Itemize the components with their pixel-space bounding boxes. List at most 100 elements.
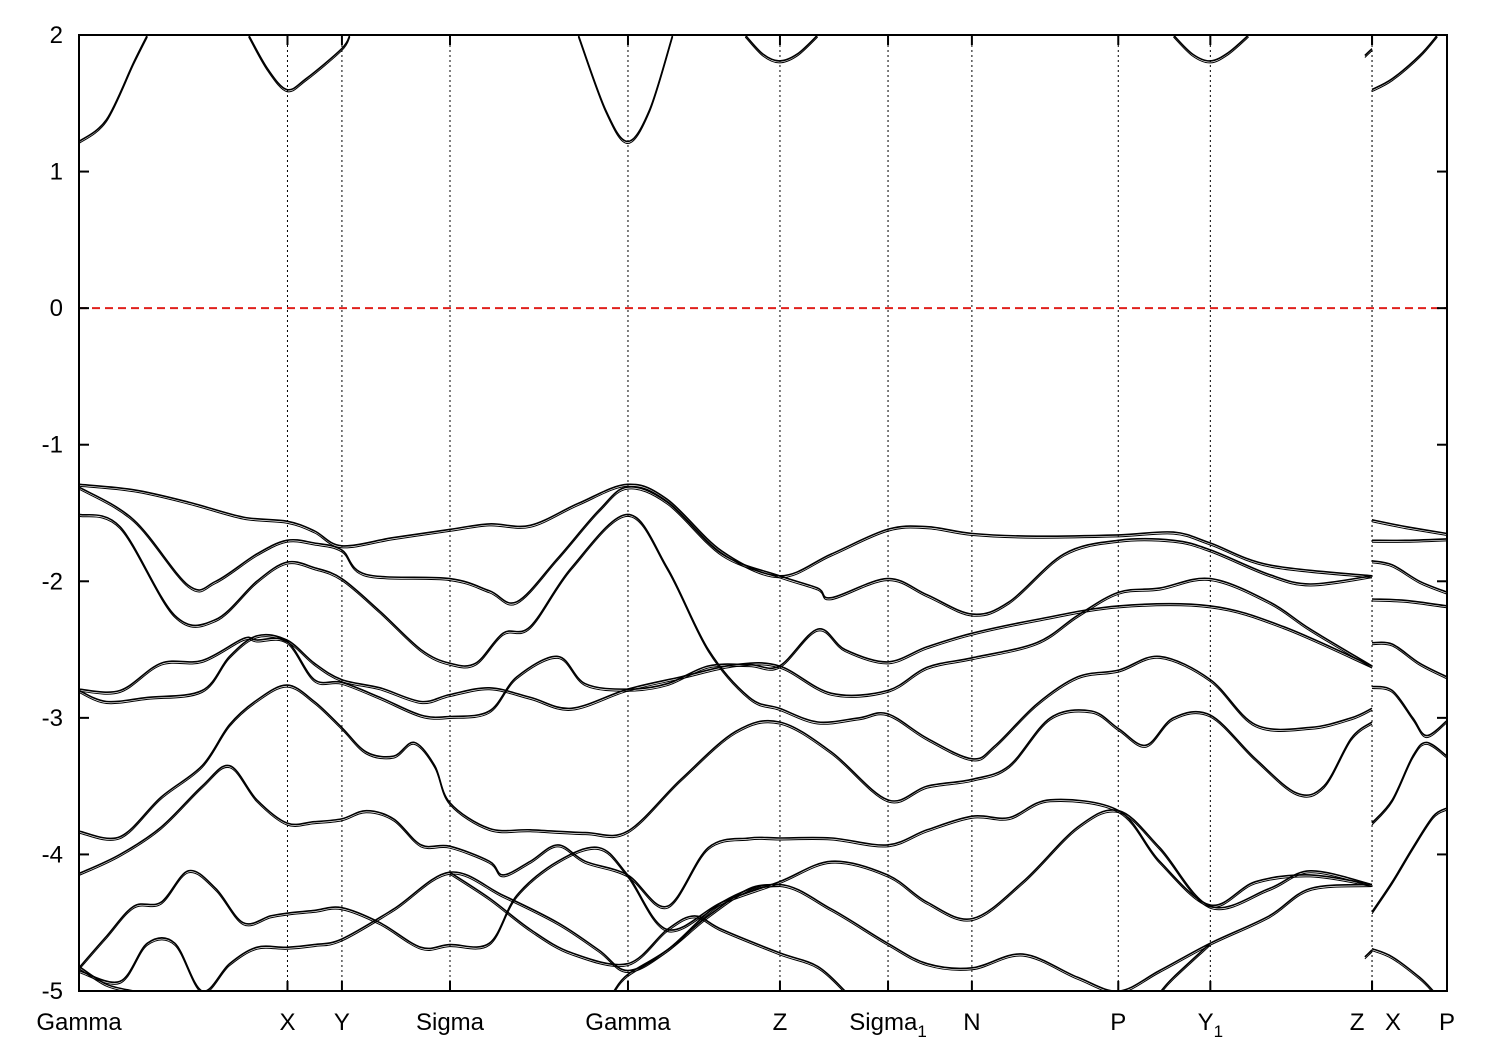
- band-line-28: [1371, 807, 1447, 913]
- band-line-split-29: [1371, 950, 1433, 991]
- band-line-27: [1371, 741, 1447, 824]
- band-line-6: [1371, 35, 1439, 91]
- xtick-label: X: [1385, 1009, 1401, 1036]
- ytick-label: -1: [42, 432, 63, 459]
- ytick-label: -4: [42, 841, 63, 868]
- xtick-label-text: X: [279, 1009, 295, 1036]
- plot-frame: [78, 34, 1448, 992]
- band-line-split-25: [1371, 643, 1447, 680]
- band-line-split-18: [614, 886, 780, 991]
- band-line-split-27: [1371, 743, 1447, 826]
- band-line-split-24: [1371, 600, 1447, 609]
- band-line-split-14: [79, 811, 1373, 971]
- xtick-label: Y1: [1198, 1009, 1223, 1041]
- band-line-split-28: [1371, 809, 1447, 915]
- xtick-label: P: [1110, 1009, 1126, 1036]
- band-line-split-17: [449, 873, 844, 991]
- band-line-4: [1172, 35, 1250, 62]
- band-line-split-16: [79, 967, 126, 991]
- xtick-label: Y: [334, 1009, 350, 1036]
- xtick-label: N: [963, 1009, 980, 1036]
- band-line-split-11: [79, 579, 1373, 711]
- xtick-label-text: Sigma: [849, 1009, 918, 1036]
- ytick-label: 0: [50, 295, 63, 322]
- xtick-label-text: Gamma: [585, 1009, 671, 1036]
- xtick-label-text: P: [1110, 1009, 1126, 1036]
- band-line-9: [79, 513, 1373, 760]
- grid-layer: [286, 35, 1373, 991]
- band-line-split-20: [1364, 951, 1373, 960]
- band-line-5: [1364, 48, 1373, 57]
- xtick-label-subscript: 1: [1214, 1022, 1223, 1041]
- band-line-0: [79, 35, 149, 143]
- band-line-11: [79, 577, 1373, 710]
- band-line-18: [613, 883, 780, 991]
- band-line-split-9: [79, 515, 1373, 762]
- band-line-split-12: [79, 686, 1373, 841]
- band-line-split-0: [79, 36, 148, 144]
- band-line-split-19: [1162, 944, 1211, 991]
- xtick-label: Z: [1350, 1009, 1365, 1036]
- xtick-label: Sigma: [416, 1009, 485, 1036]
- band-line-12: [79, 684, 1373, 840]
- band-line-22: [1371, 538, 1447, 542]
- xtick-label: Gamma: [585, 1009, 671, 1036]
- band-line-split-1: [248, 36, 351, 93]
- band-line-split-13: [79, 766, 1373, 910]
- xtick-label-text: X: [1385, 1009, 1401, 1036]
- xtick-label-text: Y: [334, 1009, 350, 1036]
- band-line-1: [247, 35, 351, 91]
- ticks-layer: [78, 34, 1448, 992]
- band-line-split-2: [577, 36, 674, 145]
- band-line-25: [1371, 641, 1447, 678]
- xtick-label-text: Gamma: [36, 1009, 122, 1036]
- band-line-23: [1371, 560, 1447, 593]
- ytick-label: -2: [42, 568, 63, 595]
- band-line-26: [1371, 685, 1447, 737]
- band-line-split-3: [744, 36, 819, 64]
- ytick-label: -5: [42, 978, 63, 1005]
- xtick-label: Gamma: [36, 1009, 122, 1036]
- xtick-label-text: N: [963, 1009, 980, 1036]
- band-line-7: [79, 483, 1373, 577]
- band-line-16: [79, 965, 134, 991]
- band-line-split-15: [79, 873, 1373, 991]
- band-line-21: [1371, 519, 1447, 535]
- band-line-split-10: [79, 605, 1373, 720]
- ytick-label: 1: [50, 159, 63, 186]
- bands-layer: [79, 35, 1447, 991]
- band-line-14: [79, 809, 1373, 969]
- ytick-label: 2: [50, 22, 63, 49]
- band-line-17: [449, 871, 846, 991]
- xtick-label-text: Z: [1350, 1009, 1365, 1036]
- band-line-10: [79, 602, 1373, 719]
- band-line-20: [1364, 949, 1373, 958]
- band-line-split-26: [1371, 687, 1447, 739]
- band-line-8: [79, 486, 1373, 616]
- xtick-label-text: Z: [773, 1009, 788, 1036]
- xtick-label-text: Sigma: [416, 1009, 485, 1036]
- xtick-label: P: [1439, 1009, 1455, 1036]
- band-line-13: [79, 764, 1373, 908]
- band-line-split-4: [1173, 36, 1249, 64]
- band-line-19: [1160, 942, 1211, 991]
- band-line-split-22: [1371, 540, 1447, 543]
- xtick-label: X: [279, 1009, 295, 1036]
- ytick-label: -3: [42, 705, 63, 732]
- band-line-split-23: [1371, 562, 1447, 595]
- band-line-split-21: [1371, 521, 1447, 536]
- band-line-split-6: [1371, 36, 1438, 93]
- xtick-label-text: Y: [1198, 1009, 1214, 1036]
- band-line-29: [1371, 947, 1434, 991]
- xtick-label: Z: [773, 1009, 788, 1036]
- xtick-label: Sigma1: [849, 1009, 927, 1041]
- band-line-2: [577, 35, 674, 143]
- band-line-split-8: [79, 488, 1373, 617]
- xtick-label-text: P: [1439, 1009, 1455, 1036]
- xtick-label-subscript: 1: [917, 1022, 926, 1041]
- band-line-3: [744, 35, 819, 62]
- band-line-24: [1371, 598, 1447, 607]
